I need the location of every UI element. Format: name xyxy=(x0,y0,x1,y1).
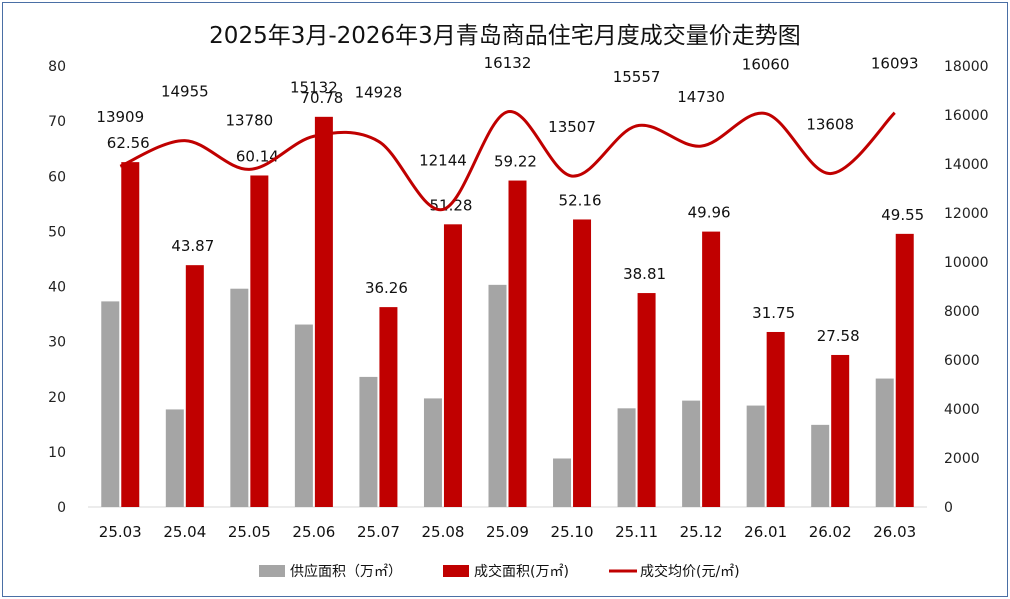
x-tick-label: 25.09 xyxy=(486,523,529,541)
x-tick-label: 25.05 xyxy=(228,523,271,541)
deal-data-label: 49.55 xyxy=(881,206,924,224)
y-left-tick-label: 10 xyxy=(48,445,66,461)
legend-swatch-supply xyxy=(259,565,285,577)
y-right-tick-label: 12000 xyxy=(944,206,989,222)
deal-data-label: 62.56 xyxy=(107,134,150,152)
y-left-tick-label: 0 xyxy=(57,500,66,516)
supply-bar xyxy=(617,408,636,507)
deal-bar xyxy=(314,116,333,507)
supply-bar xyxy=(165,409,184,507)
y-right-tick-label: 2000 xyxy=(944,451,980,467)
price-data-label: 16060 xyxy=(742,56,790,74)
price-data-label: 12144 xyxy=(419,151,467,169)
x-tick-label: 25.07 xyxy=(357,523,400,541)
deal-bar xyxy=(121,162,140,507)
x-tick-label: 25.11 xyxy=(615,523,658,541)
x-tick-label: 25.08 xyxy=(421,523,464,541)
deal-bar xyxy=(508,180,527,507)
supply-bar xyxy=(230,288,249,507)
price-data-label: 15132 xyxy=(290,78,338,96)
y-left-tick-label: 20 xyxy=(48,390,66,406)
supply-bar xyxy=(553,458,572,507)
chart-title: 2025年3月-2026年3月青岛商品住宅月度成交量价走势图 xyxy=(209,23,801,49)
y-left-tick-label: 70 xyxy=(48,114,66,130)
supply-bar xyxy=(746,405,765,507)
price-data-label: 14928 xyxy=(355,83,403,101)
supply-bar xyxy=(423,398,442,507)
deal-data-label: 59.22 xyxy=(494,153,537,171)
price-data-label: 15557 xyxy=(613,68,661,86)
deal-bar xyxy=(185,265,204,507)
price-data-label: 13909 xyxy=(96,108,144,126)
deal-bar xyxy=(702,231,721,507)
deal-data-label: 52.16 xyxy=(559,191,602,209)
y-right-tick-label: 14000 xyxy=(944,157,989,173)
deal-bar xyxy=(831,354,850,507)
legend-label-deal: 成交面积(万㎡) xyxy=(474,563,569,580)
deal-bar xyxy=(443,224,462,507)
y-right-tick-label: 18000 xyxy=(944,59,989,75)
deal-bar xyxy=(573,219,592,507)
y-right-tick-label: 4000 xyxy=(944,402,980,418)
deal-bar xyxy=(766,331,785,507)
x-tick-label: 25.10 xyxy=(551,523,594,541)
supply-bar xyxy=(811,424,830,507)
deal-data-label: 38.81 xyxy=(623,265,666,283)
deal-bar xyxy=(250,175,269,507)
x-tick-label: 25.04 xyxy=(163,523,206,541)
x-tick-label: 26.02 xyxy=(809,523,852,541)
supply-bar xyxy=(294,324,313,507)
deal-bar xyxy=(637,293,656,507)
deal-data-label: 36.26 xyxy=(365,279,408,297)
deal-data-label: 27.58 xyxy=(817,327,860,345)
deal-data-label: 49.96 xyxy=(688,204,731,222)
y-right-tick-label: 8000 xyxy=(944,304,980,320)
deal-data-label: 31.75 xyxy=(752,304,795,322)
y-right-tick-label: 16000 xyxy=(944,108,989,124)
x-tick-label: 25.03 xyxy=(99,523,142,541)
price-data-label: 14730 xyxy=(677,88,725,106)
supply-bar xyxy=(488,284,507,507)
legend-label-price: 成交均价(元/㎡) xyxy=(640,563,740,580)
deal-data-label: 70.78 xyxy=(300,89,343,107)
y-right-tick-label: 0 xyxy=(944,500,953,516)
y-right-tick-label: 10000 xyxy=(944,255,989,271)
deal-data-label: 60.14 xyxy=(236,147,279,165)
price-data-label: 14955 xyxy=(161,83,209,101)
y-left-tick-label: 80 xyxy=(48,59,66,75)
y-left-tick-label: 50 xyxy=(48,224,66,240)
x-tick-label: 25.12 xyxy=(680,523,723,541)
supply-bar xyxy=(101,301,120,507)
price-data-label: 16093 xyxy=(871,55,919,73)
price-line xyxy=(119,110,896,211)
deal-bar xyxy=(379,307,398,507)
price-data-label: 13780 xyxy=(225,111,273,129)
x-tick-label: 26.01 xyxy=(744,523,787,541)
legend-swatch-deal xyxy=(443,565,469,577)
price-data-label: 16132 xyxy=(484,54,532,72)
supply-bar xyxy=(682,400,701,507)
x-tick-label: 25.06 xyxy=(292,523,335,541)
y-left-tick-label: 40 xyxy=(48,280,66,296)
legend-label-supply: 供应面积（万㎡） xyxy=(290,563,402,580)
x-tick-label: 26.03 xyxy=(873,523,916,541)
deal-bar xyxy=(895,233,914,507)
y-right-tick-label: 6000 xyxy=(944,353,980,369)
supply-bar xyxy=(359,376,378,507)
deal-data-label: 43.87 xyxy=(171,237,214,255)
supply-bar xyxy=(875,378,894,507)
y-left-tick-label: 30 xyxy=(48,335,66,351)
price-data-label: 13608 xyxy=(806,116,854,134)
price-data-label: 13507 xyxy=(548,118,596,136)
y-left-tick-label: 60 xyxy=(48,169,66,185)
